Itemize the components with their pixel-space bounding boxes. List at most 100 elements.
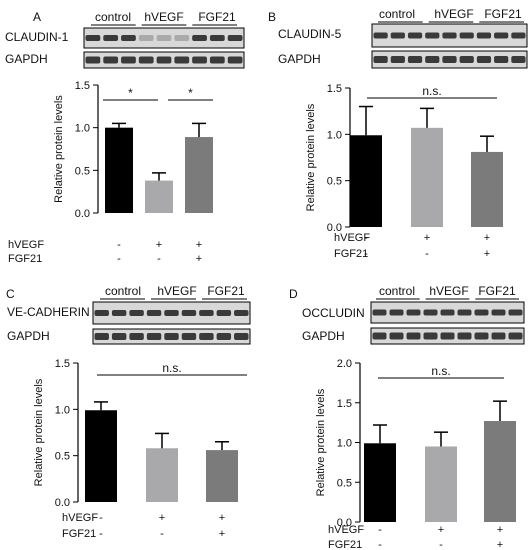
blot-band bbox=[174, 35, 190, 41]
y-tick-label: 1.0 bbox=[337, 438, 352, 450]
treatment-mark: + bbox=[438, 524, 444, 536]
treatment-mark: - bbox=[157, 253, 161, 265]
blot-band bbox=[372, 309, 387, 316]
blot-band bbox=[94, 310, 109, 316]
blot-group-label: control bbox=[105, 284, 141, 298]
y-tick-label: 0.5 bbox=[337, 477, 352, 489]
bar bbox=[425, 446, 457, 522]
bar bbox=[145, 180, 173, 213]
blot-band bbox=[373, 32, 388, 39]
blot-band bbox=[85, 35, 101, 41]
y-tick-label: 1.5 bbox=[55, 358, 70, 370]
y-axis-label: Relative protein levels bbox=[315, 388, 327, 496]
treatment-mark: - bbox=[99, 528, 103, 540]
treatment-label: hVEGF bbox=[8, 239, 44, 251]
y-tick-label: 1.5 bbox=[327, 83, 342, 95]
treatment-label: hVEGF bbox=[328, 524, 364, 536]
y-tick-label: 2.0 bbox=[337, 358, 352, 370]
significance-label: * bbox=[188, 86, 193, 100]
treatment-mark: - bbox=[378, 524, 382, 536]
blot-band bbox=[174, 56, 190, 64]
bar bbox=[185, 137, 213, 213]
blot-band bbox=[199, 310, 214, 316]
y-axis-label: Relative protein levels bbox=[305, 103, 317, 211]
y-tick-label: 0.0 bbox=[75, 208, 90, 220]
treatment-mark: + bbox=[497, 524, 503, 536]
panel-letter: C bbox=[6, 287, 15, 301]
significance-label: n.s. bbox=[162, 361, 181, 375]
y-tick-label: 1.5 bbox=[337, 398, 352, 410]
blot-band bbox=[164, 310, 179, 316]
bar bbox=[484, 421, 516, 522]
blot-band bbox=[121, 56, 136, 64]
bar bbox=[105, 127, 133, 213]
treatment-mark: + bbox=[424, 232, 430, 244]
blot-group-label: control bbox=[95, 10, 131, 24]
blot-band bbox=[103, 35, 119, 41]
blot-band bbox=[138, 35, 154, 41]
treatment-mark: - bbox=[364, 232, 368, 244]
blot-band bbox=[389, 309, 404, 316]
blot-band bbox=[494, 56, 509, 63]
treatment-label: FGF21 bbox=[62, 528, 96, 540]
y-tick-label: 1.0 bbox=[327, 129, 342, 141]
blot-band bbox=[216, 333, 232, 340]
loading-label: GAPDH bbox=[302, 329, 345, 343]
loading-label: GAPDH bbox=[7, 329, 50, 343]
bar bbox=[350, 135, 382, 227]
blot-band bbox=[85, 56, 101, 64]
y-tick-label: 0.5 bbox=[75, 165, 90, 177]
treatment-mark: + bbox=[159, 512, 165, 524]
blot-band bbox=[494, 32, 509, 39]
treatment-mark: - bbox=[439, 539, 443, 550]
blot-band bbox=[508, 309, 523, 316]
blot-band bbox=[423, 309, 438, 316]
significance-label: * bbox=[128, 86, 133, 100]
panel-letter: A bbox=[33, 10, 41, 24]
blot-band bbox=[129, 333, 144, 340]
treatment-label: hVEGF bbox=[334, 232, 370, 244]
blot-band bbox=[425, 56, 440, 63]
bar bbox=[146, 448, 178, 502]
blot-band bbox=[476, 32, 492, 39]
y-tick-label: 0.0 bbox=[327, 222, 342, 234]
blot-band bbox=[129, 310, 144, 316]
protein-label: CLAUDIN-1 bbox=[5, 30, 69, 44]
blot-band bbox=[234, 310, 249, 316]
treatment-label: FGF21 bbox=[328, 539, 362, 550]
y-axis-label: Relative protein levels bbox=[33, 378, 45, 486]
panel-letter: D bbox=[289, 287, 298, 301]
blot-band bbox=[138, 56, 154, 64]
blot-band bbox=[103, 56, 119, 64]
blot-band bbox=[111, 310, 127, 316]
y-tick-label: 1.0 bbox=[75, 123, 90, 135]
blot-band bbox=[457, 332, 472, 340]
loading-label: GAPDH bbox=[5, 52, 48, 66]
protein-label: CLAUDIN-5 bbox=[278, 27, 342, 41]
blot-band bbox=[511, 56, 526, 63]
blot-band bbox=[406, 332, 421, 340]
treatment-mark: + bbox=[196, 253, 202, 265]
significance-label: n.s. bbox=[431, 364, 450, 378]
treatment-mark: + bbox=[219, 512, 225, 524]
blot-band bbox=[474, 309, 489, 316]
treatment-mark: + bbox=[219, 528, 225, 540]
loading-label: GAPDH bbox=[278, 52, 321, 66]
bar bbox=[206, 450, 238, 502]
blot-band bbox=[440, 309, 455, 316]
blot-group-label: FGF21 bbox=[207, 284, 245, 298]
treatment-mark: + bbox=[196, 239, 202, 251]
blot-group-label: control bbox=[379, 284, 415, 298]
treatment-mark: - bbox=[99, 512, 103, 524]
blot-band bbox=[146, 310, 162, 316]
y-tick-label: 1.5 bbox=[75, 80, 90, 92]
blot-band bbox=[156, 35, 172, 41]
blot-band bbox=[390, 32, 405, 39]
blot-band bbox=[121, 35, 136, 41]
blot-band bbox=[372, 332, 387, 340]
blot-band bbox=[373, 56, 388, 63]
